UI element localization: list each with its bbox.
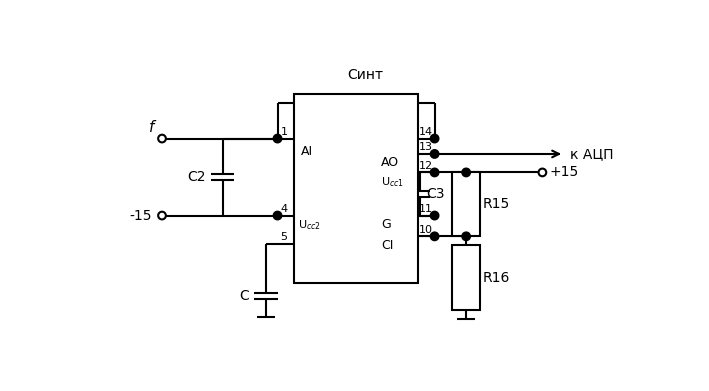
Text: AI: AI	[301, 145, 313, 158]
Text: C2: C2	[187, 170, 206, 184]
Circle shape	[273, 211, 281, 220]
Bar	[452, 245, 480, 310]
Text: 1: 1	[281, 127, 288, 137]
Text: R16: R16	[483, 271, 510, 285]
Text: 13: 13	[419, 142, 433, 152]
Circle shape	[462, 168, 470, 177]
Text: 5: 5	[281, 233, 288, 242]
Circle shape	[430, 168, 439, 177]
Text: 14: 14	[419, 127, 433, 137]
Circle shape	[430, 150, 439, 158]
Bar	[452, 172, 480, 236]
Circle shape	[430, 211, 439, 220]
Text: к АЦП: к АЦП	[570, 147, 613, 161]
Text: Синт: Синт	[347, 68, 384, 82]
Circle shape	[158, 212, 166, 219]
Text: +15: +15	[549, 165, 579, 179]
Text: U$_{cc1}$: U$_{cc1}$	[381, 175, 404, 188]
Text: R15: R15	[483, 197, 510, 212]
Circle shape	[430, 135, 439, 143]
Circle shape	[158, 135, 166, 142]
Text: f: f	[149, 120, 155, 135]
Text: C: C	[239, 289, 249, 303]
Text: 11: 11	[419, 204, 433, 214]
Text: AO: AO	[381, 156, 399, 169]
Circle shape	[273, 135, 281, 143]
Text: G: G	[381, 218, 391, 231]
Bar	[294, 94, 418, 283]
Circle shape	[539, 169, 546, 176]
Text: 4: 4	[281, 204, 288, 214]
Text: CI: CI	[381, 239, 393, 252]
Text: 12: 12	[419, 161, 433, 171]
Circle shape	[462, 232, 470, 240]
Text: 10: 10	[419, 225, 433, 235]
Text: -15: -15	[130, 208, 152, 222]
Circle shape	[430, 232, 439, 240]
Text: U$_{cc2}$: U$_{cc2}$	[298, 219, 320, 232]
Text: C3: C3	[426, 187, 445, 201]
